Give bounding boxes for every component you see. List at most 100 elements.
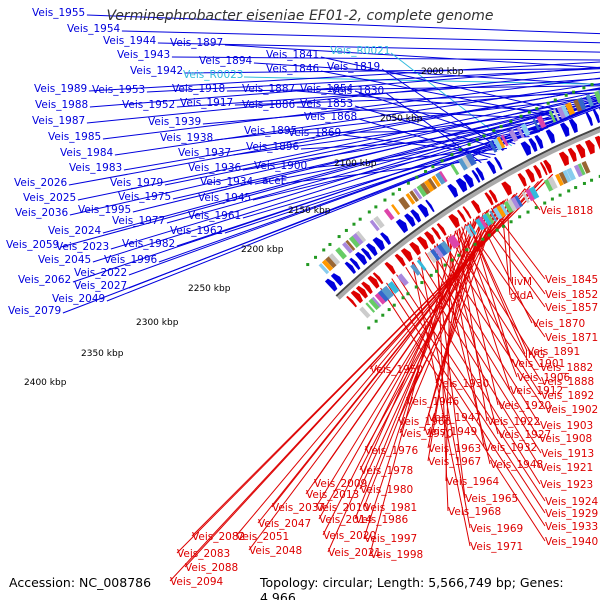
feature-ring-inner (482, 213, 493, 227)
track-dot (367, 326, 371, 330)
forward-gene-arrow (545, 129, 556, 144)
forward-gene-label: Veis_1894 (199, 55, 253, 67)
feature-ring-inner (387, 281, 400, 294)
feature-ring-inner (430, 248, 441, 261)
feature-ring-inner (384, 285, 395, 297)
feature-ring-outer (465, 152, 477, 167)
track-dot (572, 90, 576, 94)
reverse-label-leader (427, 210, 488, 418)
reverse-gene-label: Veis_2020 (323, 530, 376, 542)
feature-ring-outer (496, 136, 506, 149)
forward-gene-arrow (355, 251, 368, 266)
accession-text: Accession: NC_008786 (9, 575, 152, 590)
track-dot (391, 192, 395, 196)
forward-gene-arrow (365, 243, 378, 257)
tick-label: 2050 kbp (380, 114, 423, 124)
track-dot (574, 186, 578, 190)
reverse-label-leader (419, 256, 471, 529)
track-dot (519, 114, 523, 118)
reverse-gene-label: Veis_2048 (249, 545, 302, 557)
feature-ring-inner (397, 273, 409, 287)
reverse-gene-label: Veis_2010 (316, 502, 369, 514)
feature-ring-inner (529, 186, 540, 200)
reverse-gene-label: Veis_1852 (545, 289, 598, 301)
feature-ring-outer (325, 255, 338, 269)
forward-gene-label: aceE (262, 175, 287, 187)
forward-gene-arrow (344, 261, 357, 275)
track-dot (322, 248, 326, 252)
forward-gene-label: Veis_1983 (69, 162, 122, 174)
feature-ring-inner (499, 203, 509, 216)
reverse-gene-arrow (367, 275, 380, 289)
feature-ring-inner (492, 206, 504, 220)
feature-ring-outer (345, 239, 356, 251)
reverse-gene-label: Veis_1978 (360, 465, 413, 477)
reverse-gene-arrow (384, 261, 396, 275)
feature-ring-inner (426, 251, 438, 264)
reverse-gene-label: Veis_1870 (532, 318, 585, 330)
track-dot (328, 242, 332, 246)
reverse-label-leader (322, 210, 488, 536)
track-dot (458, 148, 462, 152)
feature-ring-inner (562, 169, 572, 183)
track-dot (440, 159, 444, 163)
feature-ring-outer (328, 253, 341, 266)
forward-label-leader (242, 114, 577, 171)
forward-gene-label: Veis_2059 (6, 239, 59, 251)
forward-gene-arrow (568, 118, 578, 134)
reverse-label-leader (315, 200, 504, 508)
forward-gene-arrow (471, 169, 481, 183)
reverse-label-leader (427, 218, 475, 449)
forward-label-leader (86, 71, 600, 124)
reverse-gene-label: Veis_1986 (355, 514, 409, 526)
forward-gene-label: Veis_1897 (170, 37, 223, 49)
track-dot (487, 233, 491, 237)
forward-label-leader (214, 96, 600, 141)
forward-gene-label: Veis_1934 (200, 176, 254, 188)
feature-ring-outer (391, 203, 401, 216)
reverse-label-leader (434, 245, 546, 410)
feature-ring-inner (577, 163, 586, 176)
reverse-gene-label: Veis_1906 (517, 372, 571, 384)
reverse-gene-arrow (558, 151, 570, 167)
forward-gene-label: Veis_2062 (18, 274, 71, 286)
forward-gene-arrow (528, 138, 538, 152)
feature-ring-outer (383, 208, 395, 221)
reverse-gene-label: Veis_2021 (328, 547, 381, 559)
track-dot (374, 319, 378, 323)
track-dot (499, 125, 503, 129)
reverse-gene-arrow (484, 192, 494, 206)
track-dot (590, 83, 594, 87)
reverse-gene-arrow (543, 159, 553, 174)
feature-ring-outer (352, 232, 365, 246)
forward-gene-label: Veis_R0023 (183, 69, 243, 81)
forward-label-leader (68, 87, 600, 186)
track-dot (406, 292, 410, 296)
feature-ring-inner (464, 225, 474, 238)
feature-ring-outer (552, 108, 560, 121)
reverse-gene-arrow (533, 164, 542, 179)
forward-gene-label: Veis_1900 (254, 160, 307, 172)
forward-gene-label: Veis_1982 (122, 238, 175, 250)
forward-gene-arrow (534, 135, 544, 149)
feature-ring-outer (321, 259, 334, 272)
forward-gene-label: Veis_1962 (170, 225, 223, 237)
forward-gene-label: Veis_1952 (122, 99, 175, 111)
track-dot (374, 205, 378, 209)
forward-gene-arrow (380, 232, 391, 246)
reverse-gene-arrow (594, 135, 600, 150)
reverse-gene-arrow (567, 147, 577, 163)
track-dot (501, 224, 505, 228)
track-dot (387, 308, 391, 312)
track-dot (398, 187, 402, 191)
feature-ring-outer (560, 104, 570, 118)
tick-label: 2200 kbp (241, 245, 284, 255)
reverse-gene-label: Veis_1970 (400, 428, 453, 440)
forward-label-leader (89, 66, 600, 108)
tick-label: 2350 kbp (81, 349, 124, 359)
reverse-gene-label: livM (511, 276, 532, 288)
reverse-gene-label: Veis_1882 (540, 362, 593, 374)
track-dot (473, 242, 477, 246)
track-dot (543, 201, 547, 205)
